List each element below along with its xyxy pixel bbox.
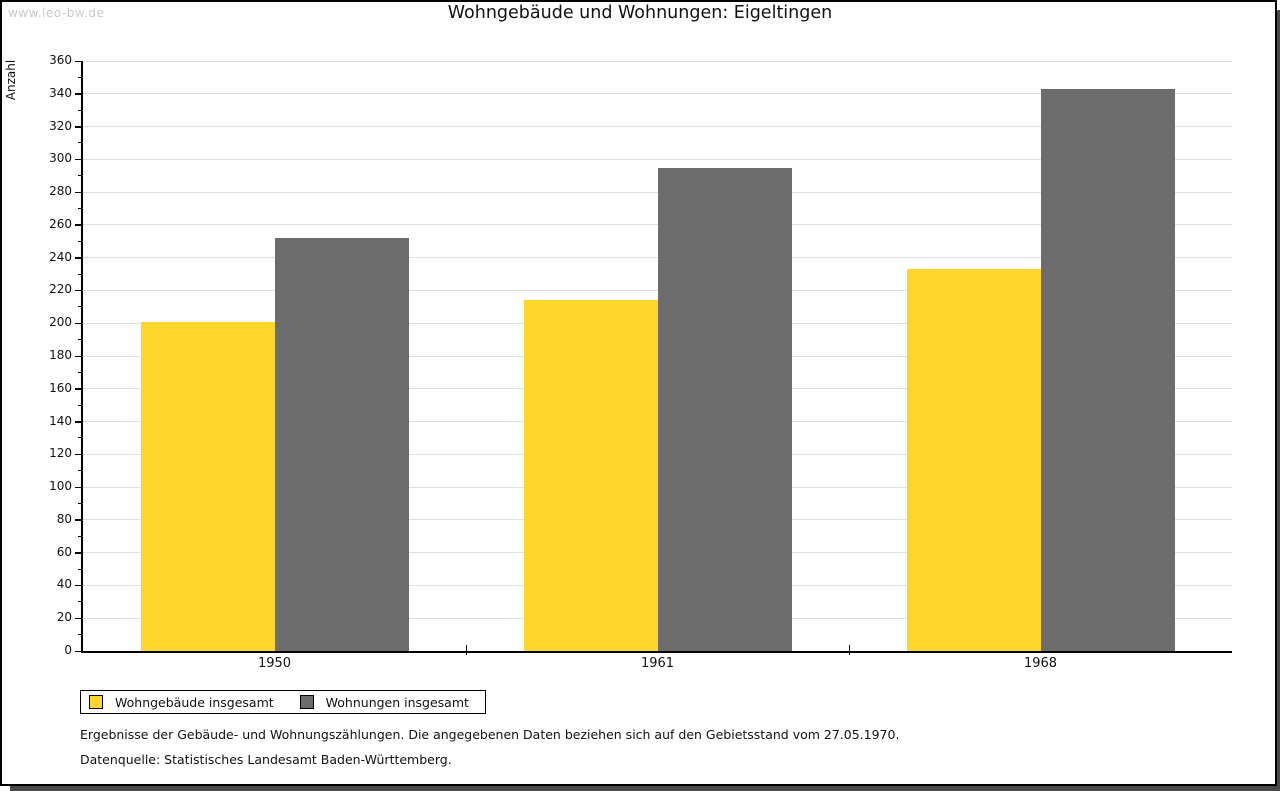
bar-wohnungen-1961	[657, 167, 792, 651]
footnote-gebietsstand: Ergebnisse der Gebäude- und Wohnungszähl…	[80, 727, 900, 742]
y-major-tick	[75, 421, 83, 423]
y-minor-tick	[78, 470, 83, 472]
y-minor-tick	[78, 568, 83, 570]
x-tick-label: 1968	[1023, 656, 1058, 671]
y-minor-tick	[78, 76, 83, 78]
x-tick-label: 1961	[640, 656, 675, 671]
y-major-tick	[75, 224, 83, 226]
y-tick-label: 40	[56, 577, 72, 592]
y-minor-tick	[78, 240, 83, 242]
legend-label: Wohngebäude insgesamt	[115, 694, 274, 710]
x-tick-label: 1950	[257, 656, 292, 671]
bar-wohngebaeude-1968	[906, 269, 1041, 651]
y-minor-tick	[78, 371, 83, 373]
y-tick-label: 60	[56, 544, 72, 559]
watermark: www.leo-bw.de	[8, 6, 105, 20]
y-tick-label: 220	[49, 282, 72, 297]
y-minor-tick	[78, 306, 83, 308]
y-tick-label: 100	[49, 479, 72, 494]
chart-title: Wohngebäude und Wohnungen: Eigeltingen	[447, 3, 833, 23]
y-tick-label: 360	[49, 53, 72, 67]
y-minor-tick	[78, 404, 83, 406]
y-major-tick	[75, 486, 83, 489]
gridline	[83, 93, 1232, 95]
bar-wohnungen-1968	[1040, 88, 1175, 651]
y-major-tick	[75, 60, 83, 62]
y-major-tick	[75, 617, 83, 620]
y-tick-label: 80	[56, 511, 72, 526]
y-minor-tick	[78, 437, 83, 439]
legend: Wohngebäude insgesamt Wohnungen insgesam…	[80, 690, 486, 714]
y-minor-tick	[78, 273, 83, 275]
gridline	[83, 126, 1232, 128]
y-tick-label: 20	[56, 610, 72, 625]
gridline	[83, 60, 1232, 62]
y-minor-tick	[78, 503, 83, 504]
y-major-tick	[75, 257, 83, 259]
y-minor-tick	[78, 634, 83, 636]
y-major-tick	[75, 126, 83, 128]
bar-wohngebaeude-1961	[523, 300, 658, 651]
legend-item-wohngebaeude: Wohngebäude insgesamt	[89, 695, 274, 710]
y-axis	[81, 61, 83, 653]
bar-wohngebaeude-1950	[140, 321, 275, 651]
y-tick-label: 140	[49, 413, 72, 428]
y-tick-label: 240	[49, 249, 72, 264]
legend-swatch-gray	[299, 695, 314, 709]
y-major-tick	[75, 355, 83, 357]
y-tick-label: 300	[49, 151, 72, 166]
legend-label: Wohnungen insgesamt	[325, 694, 469, 710]
y-minor-tick	[78, 535, 83, 537]
x-group-separator-tick	[465, 645, 467, 655]
bar-wohnungen-1950	[274, 238, 409, 651]
y-major-tick	[75, 519, 83, 521]
y-major-tick	[75, 453, 83, 456]
y-tick-label: 200	[49, 315, 72, 330]
y-tick-label: 0	[64, 643, 72, 657]
y-minor-tick	[78, 109, 83, 111]
y-tick-label: 160	[49, 380, 72, 395]
y-tick-label: 180	[49, 348, 72, 362]
y-tick-label: 320	[49, 118, 72, 133]
y-tick-label: 340	[49, 85, 72, 100]
y-major-tick	[75, 322, 83, 325]
y-major-tick	[75, 289, 83, 292]
x-axis	[81, 651, 1232, 653]
y-major-tick	[75, 552, 83, 554]
y-minor-tick	[78, 339, 83, 341]
y-minor-tick	[78, 142, 83, 144]
y-major-tick	[75, 388, 83, 390]
y-major-tick	[75, 158, 83, 161]
legend-swatch-yellow	[89, 695, 103, 709]
y-major-tick	[75, 584, 83, 587]
x-group-separator-tick	[848, 645, 850, 655]
legend-item-wohnungen: Wohnungen insgesamt	[299, 694, 469, 710]
y-minor-tick	[78, 601, 83, 603]
gridline	[83, 158, 1232, 160]
y-major-tick	[75, 191, 83, 194]
y-major-tick	[75, 93, 83, 95]
y-minor-tick	[78, 175, 83, 177]
y-tick-label: 120	[49, 446, 72, 461]
y-tick-label: 260	[49, 216, 72, 231]
y-tick-label: 280	[49, 184, 72, 199]
footnote-datenquelle: Datenquelle: Statistisches Landesamt Bad…	[80, 752, 452, 767]
y-minor-tick	[78, 208, 83, 209]
y-major-tick	[75, 650, 83, 652]
